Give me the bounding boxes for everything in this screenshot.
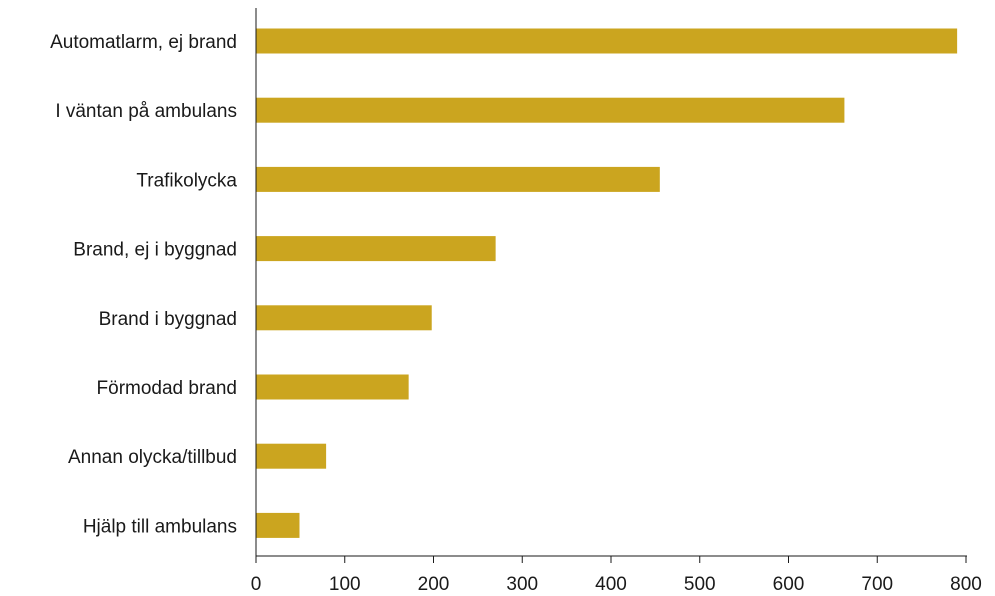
- x-tick-label: 800: [950, 574, 982, 595]
- category-label: Hjälp till ambulans: [83, 516, 237, 537]
- category-label: Förmodad brand: [97, 378, 237, 399]
- bar: [256, 305, 432, 331]
- category-label: Trafikolycka: [136, 170, 237, 191]
- bars-group: [256, 28, 958, 538]
- bar: [256, 166, 660, 192]
- category-label: Annan olycka/tillbud: [68, 447, 237, 468]
- bar: [256, 97, 845, 123]
- x-tick-label: 0: [251, 574, 262, 595]
- category-label: Automatlarm, ej brand: [50, 32, 237, 53]
- category-label: I väntan på ambulans: [55, 101, 237, 122]
- bar: [256, 443, 327, 469]
- category-label: Brand, ej i byggnad: [73, 240, 237, 261]
- bar: [256, 236, 496, 262]
- x-ticks: [255, 556, 967, 563]
- x-tick-label: 600: [773, 574, 805, 595]
- category-labels: Automatlarm, ej brand I väntan på ambulan…: [50, 32, 237, 537]
- x-tick-label: 400: [595, 574, 627, 595]
- bar: [256, 28, 958, 54]
- x-tick-label: 200: [418, 574, 450, 595]
- x-tick-labels: 0 100 200 300 400 500 600 700 800: [251, 574, 982, 595]
- x-tick-label: 300: [506, 574, 538, 595]
- category-label: Brand i byggnad: [99, 309, 237, 330]
- bar: [256, 512, 300, 538]
- x-tick-label: 700: [861, 574, 893, 595]
- x-tick-label: 100: [329, 574, 361, 595]
- x-tick-label: 500: [684, 574, 716, 595]
- bar: [256, 374, 409, 400]
